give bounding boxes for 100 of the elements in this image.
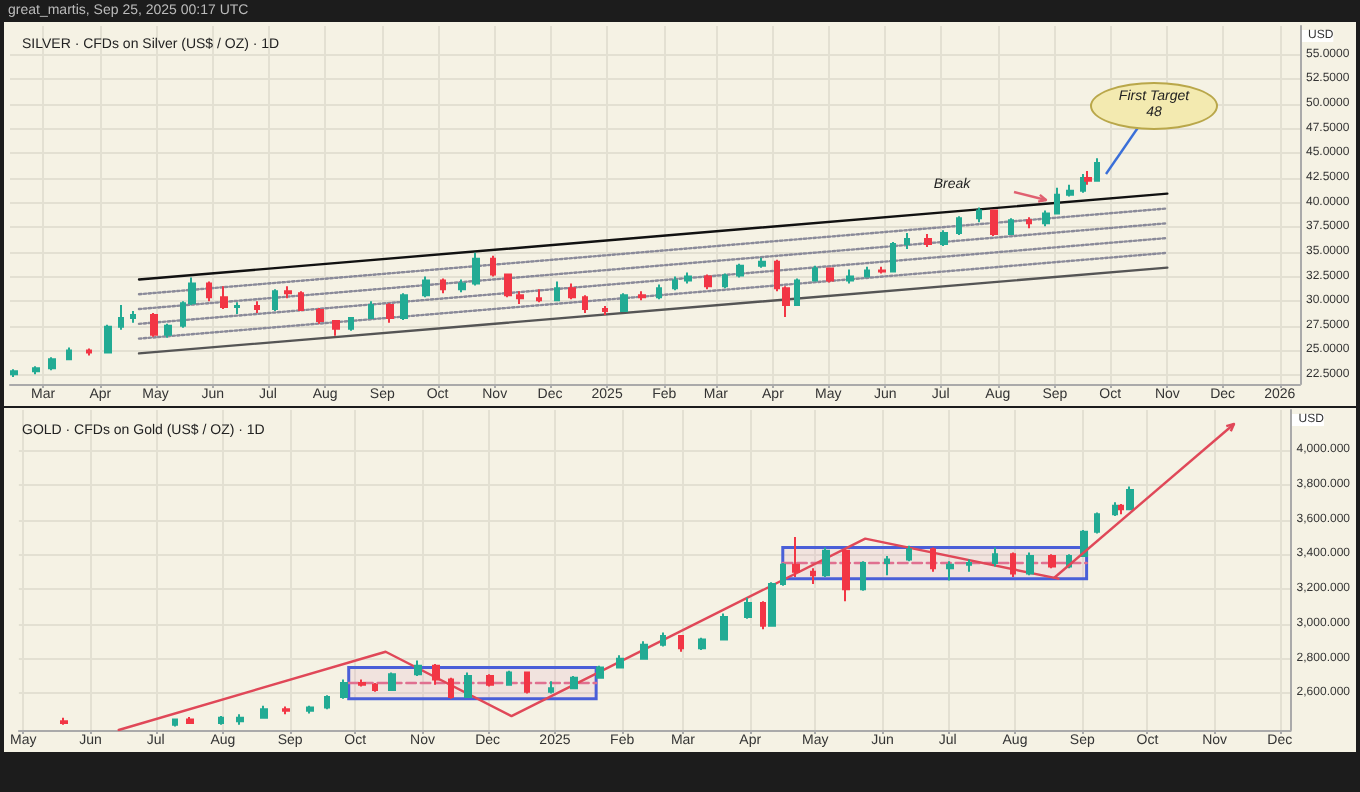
candlestick bbox=[698, 636, 706, 651]
candlestick bbox=[440, 277, 446, 295]
candlestick bbox=[1126, 485, 1134, 511]
candlestick bbox=[992, 546, 998, 568]
candlestick bbox=[10, 368, 18, 379]
candlestick bbox=[48, 356, 56, 372]
candlestick bbox=[66, 346, 72, 362]
candlestick bbox=[324, 694, 330, 711]
candlestick bbox=[860, 560, 866, 592]
candlestick bbox=[130, 310, 136, 324]
candlestick bbox=[234, 301, 240, 315]
candlestick bbox=[822, 546, 830, 578]
candlestick bbox=[282, 705, 290, 716]
candlestick bbox=[1112, 501, 1118, 518]
candlestick bbox=[924, 233, 932, 248]
candlestick bbox=[678, 634, 684, 653]
candlestick bbox=[672, 275, 678, 292]
candlestick bbox=[472, 251, 480, 287]
candlestick bbox=[794, 277, 800, 308]
candlestick bbox=[388, 671, 396, 692]
candlestick bbox=[316, 307, 324, 325]
candlestick bbox=[684, 271, 692, 285]
candlestick bbox=[570, 675, 578, 691]
candlestick bbox=[218, 715, 224, 726]
candlestick bbox=[348, 315, 354, 332]
candlestick bbox=[758, 256, 766, 269]
candlestick bbox=[548, 680, 554, 695]
candlestick bbox=[150, 311, 158, 338]
candlestick bbox=[516, 290, 524, 306]
candlestick bbox=[990, 208, 998, 238]
candlestick bbox=[638, 290, 646, 302]
candlestick bbox=[704, 273, 712, 291]
candlestick bbox=[744, 596, 752, 620]
candlestick bbox=[164, 322, 172, 339]
candlestick bbox=[1042, 209, 1050, 228]
candlestick bbox=[524, 670, 530, 695]
candlestick bbox=[904, 232, 910, 250]
candlestick bbox=[464, 671, 472, 699]
candlestick bbox=[1048, 553, 1056, 570]
candlestick bbox=[946, 560, 954, 582]
candlestick bbox=[504, 272, 512, 299]
candlestick bbox=[956, 215, 962, 237]
candlestick bbox=[1084, 169, 1092, 186]
candlestick bbox=[490, 254, 496, 278]
candlestick bbox=[1026, 551, 1034, 577]
candlestick bbox=[780, 562, 786, 587]
candlestick bbox=[206, 280, 212, 303]
candlestick bbox=[60, 716, 68, 726]
candlestick bbox=[1094, 511, 1100, 535]
candlestick bbox=[254, 300, 260, 314]
candlestick bbox=[306, 704, 314, 715]
candlestick bbox=[368, 300, 374, 320]
candlestick bbox=[582, 294, 588, 314]
candlestick bbox=[812, 264, 818, 283]
candlestick bbox=[660, 631, 666, 648]
candlestick bbox=[448, 676, 454, 700]
candlestick bbox=[1080, 172, 1086, 194]
candlestick bbox=[86, 347, 92, 357]
candlestick bbox=[298, 290, 304, 313]
candlestick bbox=[620, 292, 628, 314]
candlestick bbox=[826, 266, 834, 284]
candlestick bbox=[602, 305, 608, 316]
candlestick bbox=[118, 304, 124, 331]
candlestick bbox=[272, 288, 278, 313]
candlestick bbox=[810, 567, 816, 585]
candlestick bbox=[186, 715, 194, 725]
candlestick bbox=[1026, 216, 1032, 230]
candlestick bbox=[768, 581, 776, 628]
candlestick bbox=[284, 285, 292, 300]
candlestick bbox=[722, 272, 728, 290]
candlestick bbox=[386, 302, 394, 324]
candlestick bbox=[736, 262, 744, 279]
candlestick bbox=[890, 240, 896, 274]
candlestick bbox=[842, 548, 850, 603]
candlestick bbox=[1118, 502, 1124, 516]
candlestick bbox=[236, 713, 244, 726]
candlestick bbox=[596, 664, 604, 680]
candlestick bbox=[568, 282, 576, 301]
candlestick bbox=[104, 323, 112, 355]
candlestick bbox=[976, 206, 982, 224]
candlestick bbox=[400, 292, 408, 321]
candlestick bbox=[1010, 551, 1016, 578]
candlestick bbox=[864, 265, 870, 279]
candlestick bbox=[878, 265, 886, 275]
candlestick bbox=[372, 682, 378, 693]
candlestick bbox=[1094, 157, 1100, 183]
candlestick bbox=[1008, 217, 1014, 237]
candlestick bbox=[966, 558, 972, 573]
candlestick bbox=[930, 546, 936, 573]
candlestick bbox=[422, 275, 430, 299]
candlestick bbox=[536, 288, 542, 304]
candlestick bbox=[656, 283, 662, 301]
candlestick bbox=[414, 659, 422, 678]
candlestick bbox=[792, 535, 800, 578]
candlestick bbox=[1066, 183, 1074, 198]
candlestick bbox=[432, 662, 440, 686]
candlestick bbox=[884, 555, 890, 577]
candlestick bbox=[846, 268, 854, 285]
candlestick bbox=[1054, 186, 1060, 216]
candlestick bbox=[554, 280, 560, 303]
